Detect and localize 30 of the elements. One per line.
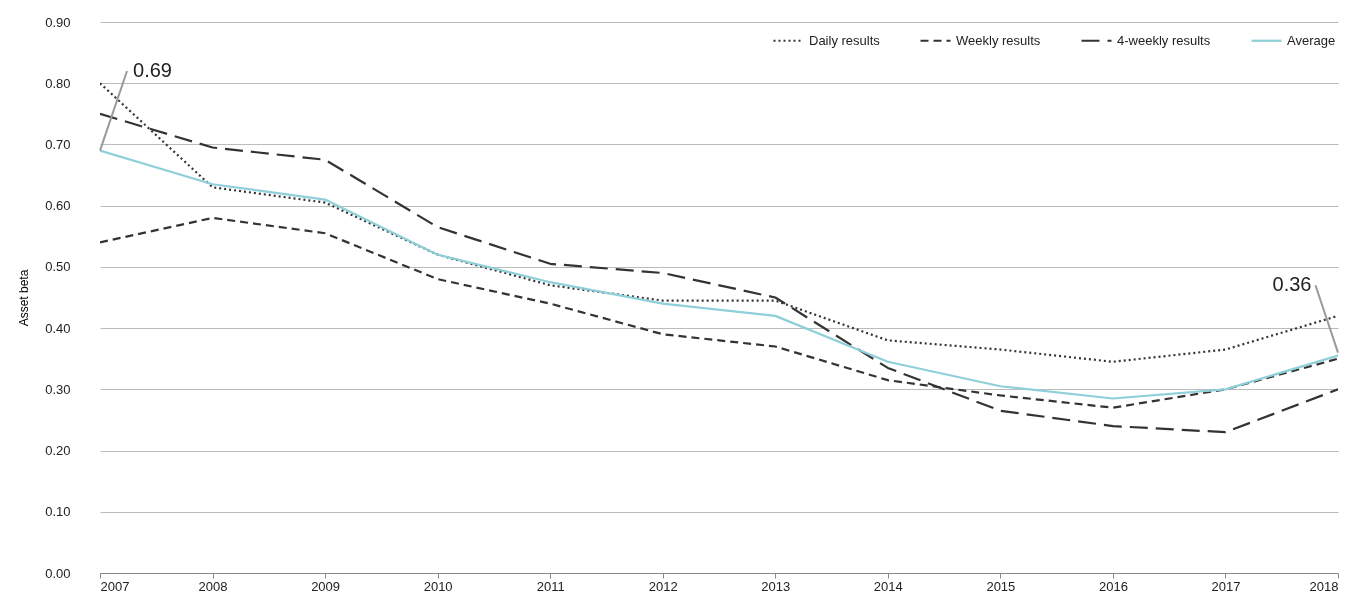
y-axis-title: Asset beta xyxy=(17,269,32,327)
x-tick-label: 2016 xyxy=(1098,578,1128,594)
x-tick-label: 2010 xyxy=(423,578,453,594)
y-tick-label: 0.40 xyxy=(45,320,71,336)
x-tick-label: 2007 xyxy=(100,578,130,594)
x-tick-label: 2008 xyxy=(198,578,228,594)
legend-label: Weekly results xyxy=(956,32,1041,48)
y-tick-label: 0.90 xyxy=(45,14,71,30)
x-tick-label: 2012 xyxy=(648,578,678,594)
y-tick-label: 0.50 xyxy=(45,259,71,275)
annotation: 0.36 xyxy=(1272,273,1312,296)
line-series xyxy=(100,149,1338,400)
annotation: 0.69 xyxy=(133,58,172,81)
y-tick-label: 0.60 xyxy=(45,198,71,214)
legend-label: 4-weekly results xyxy=(1117,32,1211,48)
y-tick-label: 0.70 xyxy=(45,136,71,152)
x-tick-label: 2013 xyxy=(761,578,791,594)
y-tick-label: 0.10 xyxy=(45,504,71,520)
x-tick-label: 2017 xyxy=(1211,578,1241,594)
x-tick-label: 2018 xyxy=(1309,578,1339,594)
x-tick-label: 2009 xyxy=(311,578,341,594)
legend-label: Daily results xyxy=(809,32,881,48)
y-tick-label: 0.80 xyxy=(45,75,71,91)
y-tick-label: 0.00 xyxy=(45,565,71,581)
x-tick-label: 2015 xyxy=(986,578,1016,594)
x-tick-label: 2014 xyxy=(873,578,903,594)
x-tick-label: 2011 xyxy=(536,578,565,594)
y-tick-label: 0.30 xyxy=(45,381,71,397)
y-tick-label: 0.20 xyxy=(45,443,71,459)
legend-label: Average xyxy=(1287,32,1336,48)
